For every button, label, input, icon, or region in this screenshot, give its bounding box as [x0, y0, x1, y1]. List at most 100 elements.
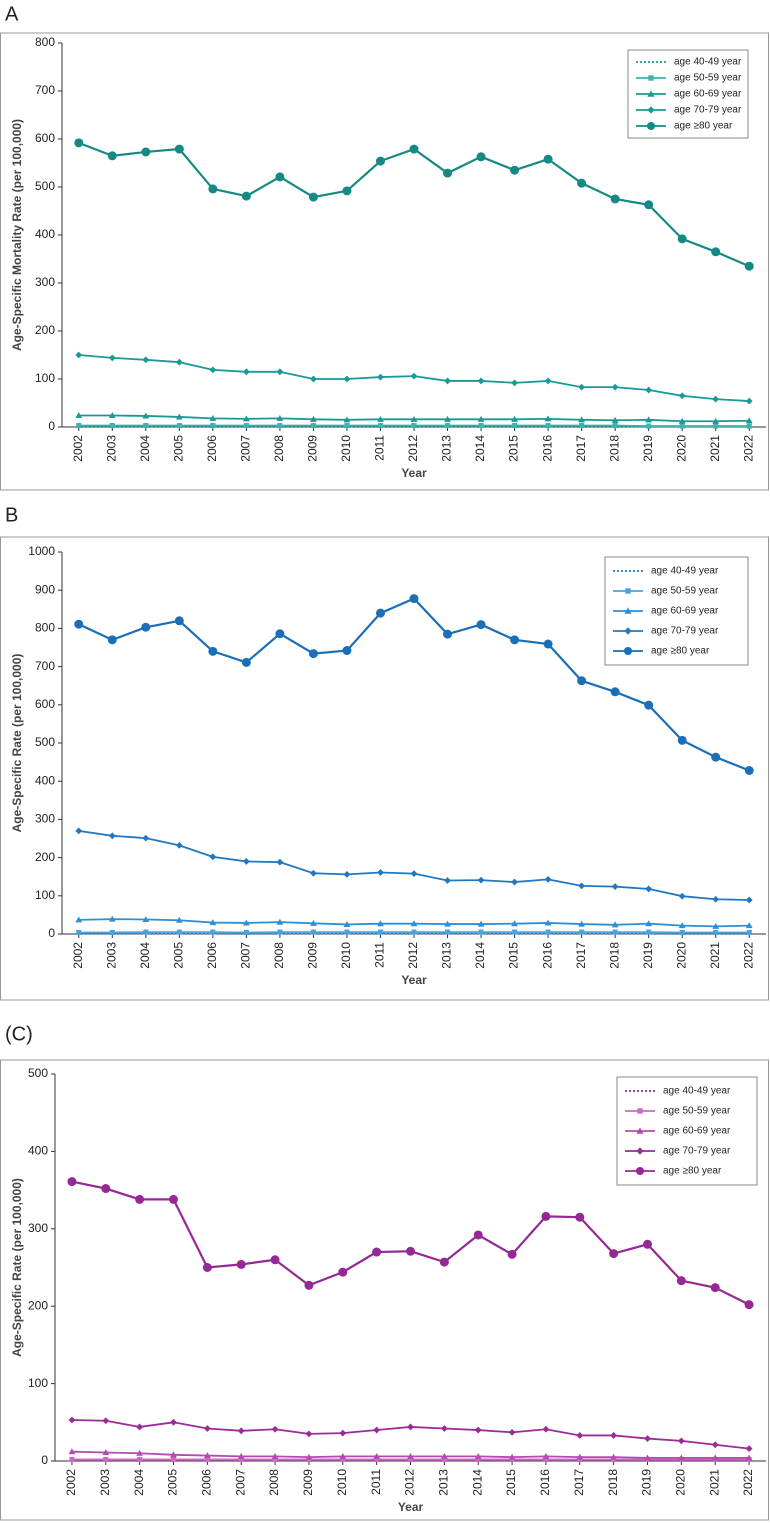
marker — [377, 423, 384, 429]
marker — [310, 375, 317, 383]
marker — [76, 929, 82, 936]
x-tick-label: 2004 — [138, 435, 152, 462]
marker — [443, 168, 453, 178]
legend-label: age ≥80 year — [674, 121, 733, 132]
marker — [101, 1184, 111, 1194]
marker — [508, 1453, 516, 1460]
marker — [407, 1456, 414, 1463]
x-tick-label: 2015 — [507, 435, 521, 462]
marker — [577, 676, 587, 686]
marker — [242, 415, 250, 422]
x-tick-label: 2007 — [239, 942, 253, 969]
marker — [410, 920, 418, 927]
marker — [276, 858, 284, 866]
marker — [478, 929, 484, 935]
marker — [544, 415, 552, 422]
marker — [275, 629, 285, 639]
marker — [511, 878, 518, 886]
marker — [411, 423, 417, 429]
marker — [543, 1456, 549, 1463]
x-tick-label: 2022 — [741, 435, 755, 462]
marker — [744, 766, 754, 776]
marker — [107, 151, 117, 161]
legend-marker — [648, 75, 654, 81]
x-tick-label: 2017 — [572, 1469, 586, 1496]
marker — [645, 416, 653, 423]
marker — [744, 261, 754, 271]
marker — [243, 929, 249, 936]
marker — [609, 1249, 619, 1259]
marker — [678, 392, 686, 400]
marker — [209, 919, 217, 926]
marker — [746, 929, 752, 936]
legend-label: age 70-79 year — [674, 105, 742, 116]
x-tick-label: 2006 — [205, 435, 219, 462]
marker — [542, 1425, 550, 1433]
y-tick-label: 0 — [41, 1453, 48, 1467]
marker — [102, 1449, 110, 1456]
marker — [409, 144, 419, 154]
marker — [678, 892, 686, 900]
legend-marker — [625, 588, 631, 594]
marker — [712, 895, 720, 903]
x-tick-label: 2010 — [335, 1469, 349, 1496]
x-tick-label: 2010 — [339, 942, 353, 969]
marker — [476, 152, 486, 162]
marker — [444, 929, 451, 935]
marker — [643, 1239, 652, 1249]
x-tick-label: 2002 — [71, 435, 85, 462]
marker — [310, 929, 316, 935]
marker — [374, 1456, 380, 1463]
x-tick-label: 2008 — [267, 1469, 281, 1496]
marker — [174, 144, 184, 154]
marker — [75, 916, 83, 923]
marker — [143, 929, 149, 935]
y-tick-label: 400 — [28, 1144, 48, 1158]
marker — [275, 172, 285, 182]
marker — [579, 423, 585, 429]
marker — [242, 368, 250, 376]
marker — [612, 423, 618, 429]
marker — [440, 1452, 448, 1459]
x-tick-label: 2011 — [373, 435, 387, 461]
marker — [143, 423, 149, 429]
y-tick-label: 300 — [35, 275, 55, 289]
marker — [141, 147, 151, 157]
legend-label: age 50-59 year — [674, 73, 742, 84]
x-axis-label: Year — [401, 973, 427, 987]
marker — [611, 383, 619, 391]
x-tick-label: 2007 — [233, 1469, 247, 1496]
marker — [711, 247, 721, 257]
x-tick-label: 2003 — [104, 942, 118, 969]
marker — [611, 416, 619, 423]
marker — [512, 423, 518, 429]
x-tick-label: 2004 — [138, 942, 152, 969]
x-tick-label: 2006 — [205, 942, 219, 969]
marker — [645, 885, 653, 893]
marker — [578, 383, 586, 391]
marker — [372, 1247, 382, 1257]
marker — [343, 375, 351, 383]
marker — [176, 423, 182, 429]
marker — [644, 700, 654, 710]
marker — [610, 1453, 618, 1460]
x-tick-label: 2015 — [507, 942, 521, 969]
marker — [242, 858, 250, 865]
marker — [439, 1257, 449, 1267]
marker — [339, 1452, 347, 1459]
x-tick-label: 2015 — [504, 1469, 518, 1496]
legend-label: age 40-49 year — [674, 57, 742, 68]
x-tick-label: 2020 — [674, 942, 688, 969]
legend-label: age ≥80 year — [651, 646, 710, 657]
marker — [477, 377, 485, 385]
marker — [209, 414, 217, 421]
marker — [175, 358, 183, 366]
marker — [745, 1445, 753, 1453]
marker — [238, 1456, 244, 1463]
marker — [305, 1430, 313, 1438]
y-tick-label: 0 — [48, 419, 55, 433]
marker — [342, 646, 352, 656]
x-tick-label: 2014 — [473, 435, 487, 462]
marker — [407, 1423, 414, 1431]
marker — [243, 423, 249, 429]
